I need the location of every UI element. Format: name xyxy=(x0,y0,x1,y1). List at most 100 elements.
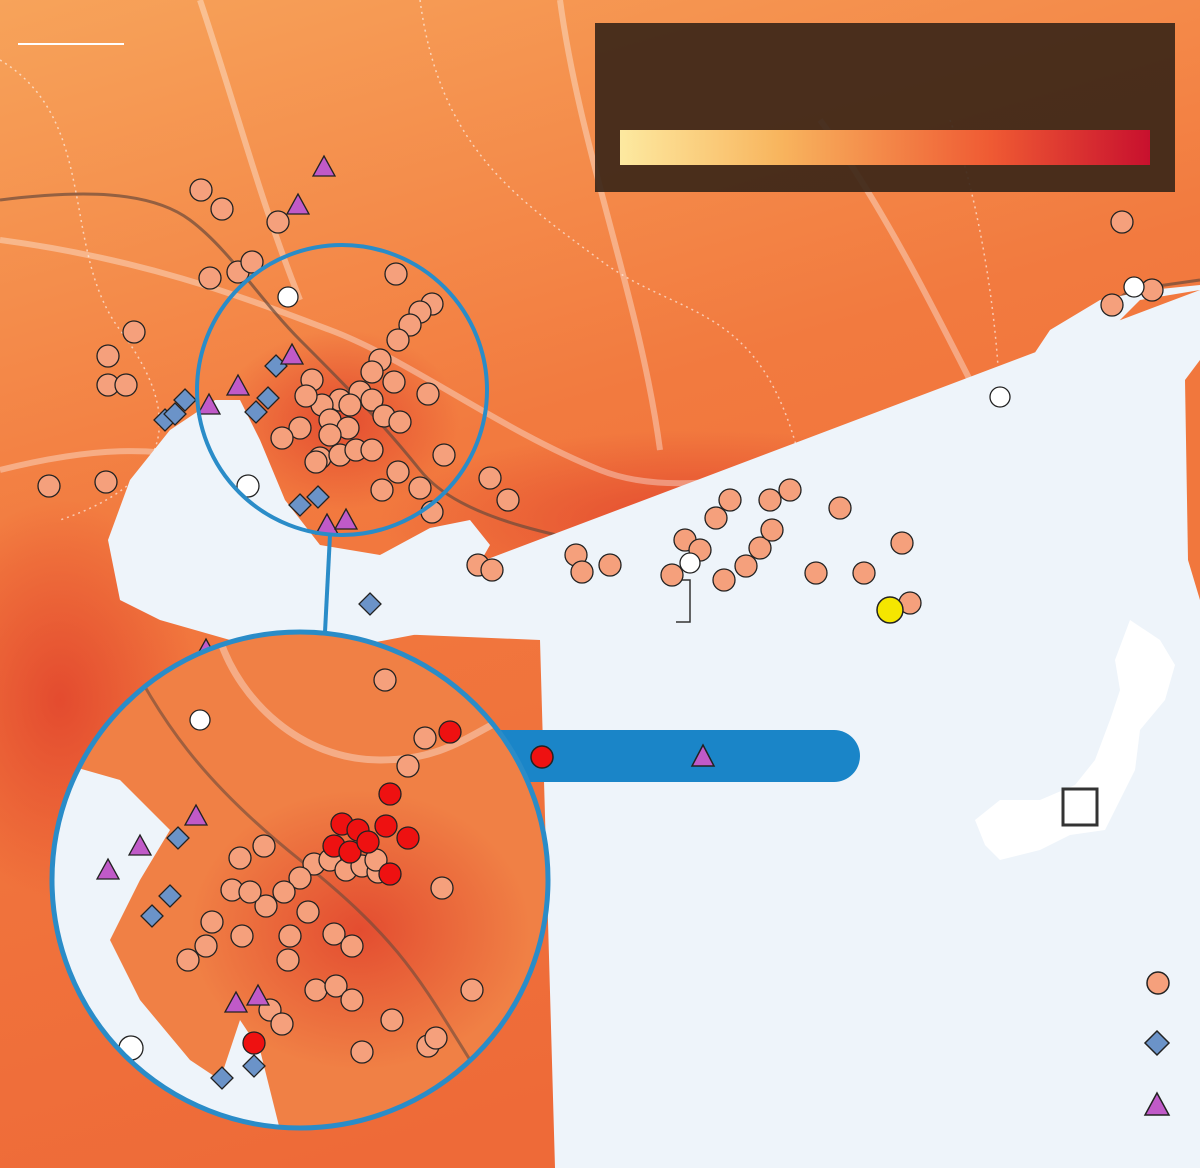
inset-frame xyxy=(1061,787,1099,827)
station xyxy=(324,974,348,998)
station xyxy=(496,488,520,512)
station-triangle xyxy=(311,154,337,177)
station xyxy=(778,478,802,502)
station xyxy=(758,488,782,512)
station xyxy=(114,373,138,397)
station xyxy=(478,466,502,490)
station-diamond xyxy=(173,388,197,412)
station xyxy=(189,178,213,202)
station xyxy=(852,561,876,585)
station xyxy=(254,894,278,918)
station-triangle xyxy=(196,392,222,415)
legend-diamond xyxy=(1143,1029,1171,1057)
station xyxy=(373,668,397,692)
station xyxy=(266,210,290,234)
station xyxy=(374,814,398,838)
station-diamond xyxy=(256,386,280,410)
station xyxy=(413,726,437,750)
station xyxy=(396,826,420,850)
station xyxy=(176,948,200,972)
legend-box xyxy=(595,23,1175,192)
station xyxy=(804,561,828,585)
station xyxy=(718,488,742,512)
station xyxy=(270,426,294,450)
station xyxy=(386,328,410,352)
station xyxy=(382,370,406,394)
airport xyxy=(236,474,260,498)
station xyxy=(277,286,299,308)
station xyxy=(238,880,262,904)
station xyxy=(340,988,364,1012)
borders xyxy=(0,0,1001,521)
station xyxy=(360,438,384,462)
station xyxy=(296,900,320,924)
station xyxy=(340,934,364,958)
station xyxy=(189,709,211,731)
station xyxy=(828,496,852,520)
station-triangle xyxy=(245,983,271,1006)
station xyxy=(1140,278,1164,302)
station-diamond xyxy=(306,485,330,509)
station xyxy=(1100,293,1124,317)
station xyxy=(318,423,342,447)
station-diamond xyxy=(358,592,382,616)
station xyxy=(1110,210,1134,234)
station xyxy=(322,922,346,946)
station xyxy=(294,384,318,408)
station-diamond xyxy=(288,493,312,517)
station xyxy=(288,866,312,890)
color-scale xyxy=(620,130,1150,165)
station xyxy=(989,386,1011,408)
station xyxy=(356,830,380,854)
station xyxy=(304,450,328,474)
callout xyxy=(676,579,691,623)
station xyxy=(712,568,736,592)
station xyxy=(288,416,312,440)
station-triangle xyxy=(223,990,249,1013)
station xyxy=(679,552,701,574)
station-triangle xyxy=(225,373,251,396)
station xyxy=(194,934,218,958)
station xyxy=(360,360,384,384)
station xyxy=(480,558,504,582)
station-triangle xyxy=(333,507,359,530)
station xyxy=(240,250,264,274)
station xyxy=(734,554,758,578)
japan-inset xyxy=(975,620,1175,860)
station xyxy=(304,978,328,1002)
legend-triangle xyxy=(690,743,716,767)
station xyxy=(200,910,224,934)
station-diamond xyxy=(210,1066,234,1090)
station xyxy=(438,720,462,744)
station xyxy=(360,388,384,412)
station xyxy=(598,553,622,577)
station xyxy=(122,320,146,344)
station xyxy=(388,410,412,434)
station-triangle xyxy=(127,833,153,856)
station xyxy=(704,506,728,530)
station xyxy=(270,1012,294,1036)
station xyxy=(94,470,118,494)
zoom-circle xyxy=(49,629,551,1131)
station xyxy=(416,382,440,406)
station xyxy=(37,474,61,498)
station-triangle xyxy=(183,803,209,826)
zoom-area xyxy=(195,243,489,537)
station xyxy=(338,393,362,417)
stations xyxy=(37,154,1164,660)
station xyxy=(432,443,456,467)
station xyxy=(370,478,394,502)
station xyxy=(252,834,276,858)
sea xyxy=(108,285,1200,1168)
legend-circle xyxy=(1146,971,1170,995)
station xyxy=(748,536,772,560)
station xyxy=(1123,276,1145,298)
station xyxy=(210,197,234,221)
station xyxy=(430,876,454,900)
station-diamond xyxy=(244,400,268,424)
station-diamond xyxy=(158,884,182,908)
station xyxy=(424,1026,448,1050)
station xyxy=(380,1008,404,1032)
